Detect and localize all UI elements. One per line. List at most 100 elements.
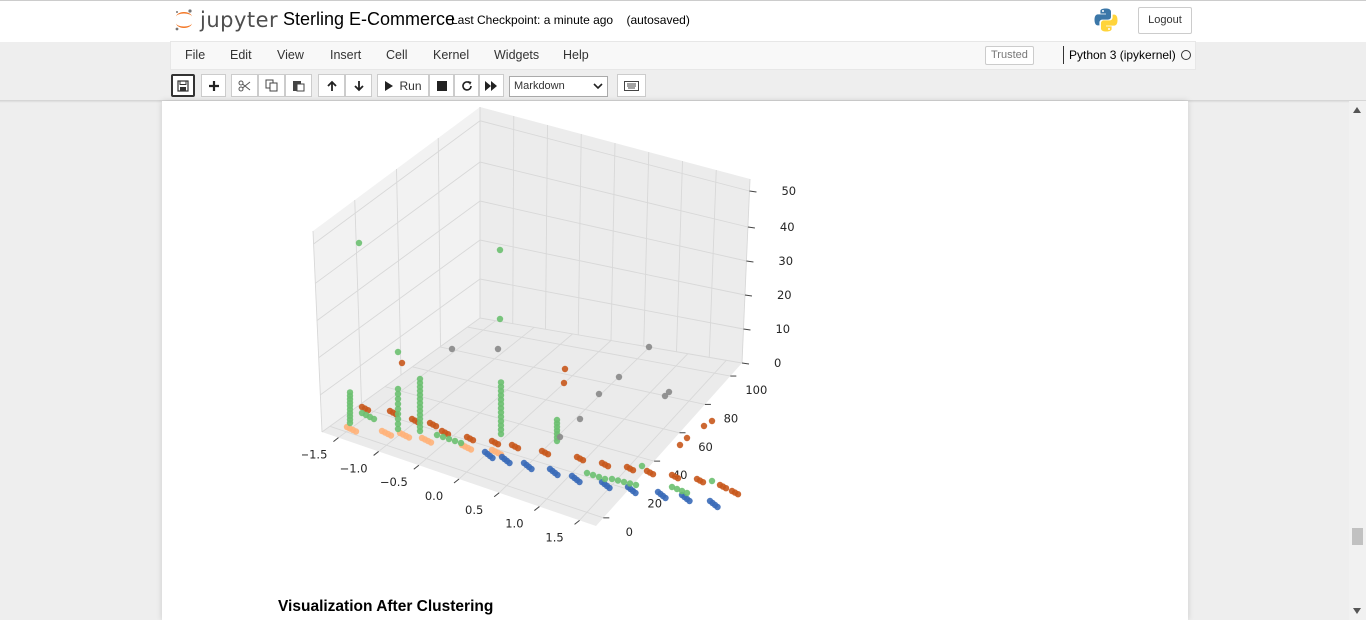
z-tick <box>743 328 751 331</box>
x-tick <box>574 519 580 525</box>
point-rust <box>649 471 657 478</box>
y-tick-label: 60 <box>698 440 713 454</box>
point-orange <box>467 446 475 453</box>
save-button[interactable] <box>171 74 195 97</box>
point-green <box>595 473 603 481</box>
z-tick <box>746 260 754 263</box>
point-green <box>626 480 634 487</box>
point-green <box>553 416 561 424</box>
point-green <box>614 477 622 484</box>
point-green <box>457 439 465 447</box>
plus-icon <box>208 80 219 91</box>
point-blue <box>662 494 669 502</box>
command-palette-button[interactable] <box>617 74 646 97</box>
y-grid-line <box>439 346 706 405</box>
x-tick <box>534 506 540 511</box>
x-grid-line <box>579 359 727 521</box>
back-vertical-grid-line <box>512 115 515 324</box>
y-tick-label: 100 <box>745 383 767 397</box>
y-tick-label: 80 <box>724 411 739 425</box>
point-green <box>394 415 402 423</box>
run-button[interactable]: Run <box>377 74 429 97</box>
z-grid-line <box>321 317 743 433</box>
point-green <box>394 400 402 408</box>
point-rust <box>561 365 569 373</box>
point-green <box>439 433 447 441</box>
point-rust <box>469 437 477 444</box>
kernel-separator <box>1063 46 1064 64</box>
y-tick-label: 20 <box>647 496 662 510</box>
point-green <box>668 483 676 491</box>
point-rust <box>674 475 682 482</box>
copy-icon <box>265 79 278 92</box>
z-tick-label: 30 <box>778 254 793 268</box>
point-blue <box>506 459 513 467</box>
z-tick-label: 0 <box>774 356 781 370</box>
paste-button[interactable] <box>285 74 312 97</box>
menu-kernel[interactable]: Kernel <box>433 48 470 62</box>
menu-widgets[interactable]: Widgets <box>494 48 540 62</box>
menu-cell[interactable]: Cell <box>386 48 408 62</box>
x-grid-line <box>418 333 573 466</box>
move-down-button[interactable] <box>345 74 372 97</box>
cut-button[interactable] <box>231 74 258 97</box>
menu-view[interactable]: View <box>277 48 304 62</box>
notebook-container[interactable]: −1.5 −1.0 −0.5 0.0 0.5 1.0 1.5 0 20 40 60 80 100 0 10 2… <box>162 101 1188 620</box>
point-green <box>346 389 354 396</box>
point-green <box>708 477 716 485</box>
point-gray <box>448 345 456 353</box>
stop-icon <box>436 80 447 91</box>
point-blue <box>686 497 693 505</box>
point-gray <box>645 343 653 351</box>
header: jupyter Sterling E-Commerce Last Checkpo… <box>0 0 1366 42</box>
menu-file[interactable]: File <box>185 48 206 62</box>
jupyter-logo[interactable]: jupyter <box>174 6 278 34</box>
scroll-down-icon[interactable] <box>1353 608 1361 614</box>
point-green <box>601 475 609 483</box>
scroll-up-icon[interactable] <box>1353 107 1361 113</box>
notebook-name[interactable]: Sterling E-Commerce <box>283 9 456 29</box>
interrupt-button[interactable] <box>429 74 454 97</box>
z-grid-line <box>320 278 744 396</box>
scrollbar-thumb[interactable] <box>1352 528 1363 545</box>
move-up-button[interactable] <box>318 74 345 97</box>
point-green <box>416 375 424 383</box>
logout-button[interactable]: Logout <box>1138 7 1192 34</box>
trusted-indicator[interactable]: Trusted <box>985 46 1034 65</box>
scissors-icon <box>238 80 251 91</box>
x-tick-label: 0.5 <box>465 503 483 517</box>
page-scrollbar[interactable] <box>1349 101 1366 620</box>
play-icon <box>385 80 394 91</box>
cell-type-value: Markdown <box>514 80 565 92</box>
point-rust <box>604 463 612 470</box>
insert-cell-button[interactable] <box>201 74 226 97</box>
point-green <box>638 462 646 470</box>
point-rust <box>699 479 707 486</box>
x-grid-line <box>458 340 612 480</box>
back-vertical-grid-line <box>610 142 616 341</box>
back-vertical-grid-line <box>708 169 717 358</box>
kernel-name[interactable]: Python 3 (ipykernel) <box>1069 48 1176 62</box>
point-green <box>683 489 691 497</box>
point-green <box>394 405 402 413</box>
point-green <box>583 469 591 477</box>
point-blue <box>606 484 613 492</box>
point-rust <box>708 417 716 425</box>
point-green <box>433 431 441 439</box>
menu-insert[interactable]: Insert <box>330 48 362 62</box>
x-tick <box>453 478 460 484</box>
x-tick <box>333 437 339 443</box>
z-tick <box>747 226 755 229</box>
point-rust <box>444 431 452 438</box>
restart-run-all-button[interactable] <box>479 74 504 97</box>
copy-button[interactable] <box>258 74 285 97</box>
point-blue <box>554 471 561 479</box>
x-tick-label: 1.0 <box>505 517 523 531</box>
menu-help[interactable]: Help <box>563 48 589 62</box>
y-grid-line <box>412 366 680 434</box>
z-grid-line <box>318 239 746 359</box>
restart-button[interactable] <box>454 74 479 97</box>
menu-edit[interactable]: Edit <box>230 48 252 62</box>
cell-type-select[interactable]: Markdown <box>509 76 608 97</box>
z-tick-label: 20 <box>777 288 792 302</box>
